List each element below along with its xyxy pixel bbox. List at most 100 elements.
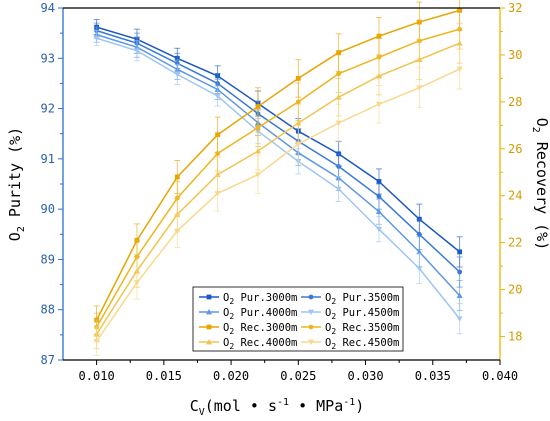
y-left-tick-label: 90 — [41, 202, 55, 216]
legend-label-main: O — [223, 322, 229, 334]
y-right-tick-label: 24 — [508, 189, 522, 203]
data-point — [335, 94, 342, 100]
legend-label-main: O — [325, 307, 331, 319]
legend-label-rest: Pur.3500m — [336, 292, 399, 304]
data-point — [295, 99, 301, 105]
legend-label-rest: Pur.4000m — [234, 307, 297, 319]
legend-box — [192, 286, 404, 352]
x-tick-label: 0.010 — [79, 369, 115, 383]
legend-label-main: O — [223, 337, 229, 349]
legend-label: O2 Rec.4000m — [223, 337, 297, 351]
y-left-tick-label: 88 — [41, 303, 55, 317]
legend-label: O2 Pur.3500m — [325, 292, 399, 306]
x-axis-title-end: ) — [355, 397, 364, 415]
legend-label-sub: 2 — [229, 327, 234, 336]
y-left-tick-label: 94 — [41, 1, 55, 15]
data-point — [214, 190, 221, 197]
x-axis-title: CV(mol • s-1 • MPa-1) — [190, 397, 365, 418]
series-line — [95, 9, 460, 321]
y-right-title-main: O — [533, 118, 550, 127]
legend-entry-7: O2 Rec.4500m — [301, 337, 399, 351]
legend-label-sub: 2 — [331, 327, 336, 336]
legend-label-main: O — [223, 292, 229, 304]
axes-layer: 0.010 0.015 0.020 0.025 0.030 0.035 0.040 87 88 8… — [41, 1, 523, 383]
data-point — [456, 292, 463, 299]
data-point — [295, 141, 302, 148]
data-point — [255, 125, 261, 131]
legend-entry-1: O2 Pur.3500m — [301, 292, 399, 306]
data-point — [416, 56, 423, 63]
legend-label: O2 Pur.4000m — [223, 307, 297, 321]
y-right-tick-label: 22 — [508, 236, 522, 250]
x-tick-label: 0.040 — [482, 369, 518, 383]
x-tick-label: 0.025 — [280, 369, 316, 383]
y-right-title-rest: Recovery (%) — [533, 133, 550, 250]
series-layer — [93, 0, 463, 356]
data-point — [375, 226, 382, 233]
y-right-tick-label: 30 — [508, 48, 522, 62]
data-point — [174, 71, 181, 78]
data-point — [93, 35, 100, 42]
x-axis-title-mid: • MPa — [289, 397, 343, 415]
x-axis-title-sub: V — [199, 407, 205, 418]
legend-label-sub: 2 — [229, 297, 234, 306]
data-point — [206, 294, 212, 300]
y-left-title-sub: 2 — [16, 226, 27, 232]
data-point — [215, 151, 221, 156]
y-left-title-main: O — [6, 232, 24, 241]
legend-label-rest: Rec.4500m — [336, 337, 399, 349]
y-left-tick-label: 93 — [41, 51, 55, 65]
x-tick-label: 0.015 — [146, 369, 182, 383]
data-point — [133, 280, 140, 286]
x-axis-title-main: C — [190, 397, 199, 415]
legend-label-main: O — [325, 337, 331, 349]
data-point — [174, 228, 181, 234]
legend-entry-6: O2 Rec.4000m — [199, 337, 297, 351]
data-point — [133, 48, 140, 54]
legend-entry-3: O2 Pur.4500m — [301, 307, 399, 321]
legend-entry-0: O2 Pur.3000m — [199, 292, 297, 306]
data-point — [295, 76, 301, 81]
x-axis-title-sup2: -1 — [343, 397, 355, 408]
legend-label-main: O — [223, 307, 229, 319]
series-line — [96, 37, 461, 320]
legend-label-sub: 2 — [229, 342, 234, 351]
series-line — [95, 68, 460, 342]
y-right-tick-label: 18 — [508, 330, 522, 344]
y-left-tick-label: 87 — [41, 353, 55, 367]
legend-label-rest: Rec.3500m — [336, 322, 399, 334]
data-point — [335, 120, 342, 126]
data-point — [254, 148, 261, 154]
data-point — [416, 231, 422, 237]
legend-label-rest: Rec.4000m — [234, 337, 297, 349]
legend-label-rest: Pur.4500m — [336, 307, 399, 319]
legend-label-main: O — [325, 322, 331, 334]
data-point — [375, 208, 382, 215]
x-tick-label: 0.030 — [347, 369, 383, 383]
legend-entry-5: O2 Rec.3500m — [301, 322, 399, 336]
y-left-axis-title: O2 Purity (%) — [6, 127, 27, 241]
data-point — [206, 339, 212, 345]
legend-label: O2 Pur.3000m — [223, 292, 297, 306]
series-line — [95, 28, 460, 328]
x-tick-label: 0.035 — [415, 369, 451, 383]
data-point — [336, 50, 342, 55]
data-point — [308, 294, 314, 300]
y-right-tick-label: 28 — [508, 95, 522, 109]
data-point — [254, 172, 261, 178]
data-point — [215, 132, 221, 138]
x-tick-label: 0.020 — [213, 369, 249, 383]
legend-label-main: O — [325, 292, 331, 304]
data-point — [308, 309, 314, 315]
data-point — [456, 316, 463, 322]
legend-label-sub: 2 — [331, 297, 336, 306]
data-point — [93, 338, 100, 345]
data-point — [214, 93, 221, 99]
legend-entry-4: O2 Rec.3000m — [199, 322, 297, 336]
y-left-tick-label: 89 — [41, 252, 55, 266]
y-left-tick-label: 91 — [41, 152, 55, 166]
data-point — [456, 66, 463, 73]
y-right-axis-title: O2 Recovery (%) — [530, 118, 550, 250]
data-point — [255, 104, 261, 109]
